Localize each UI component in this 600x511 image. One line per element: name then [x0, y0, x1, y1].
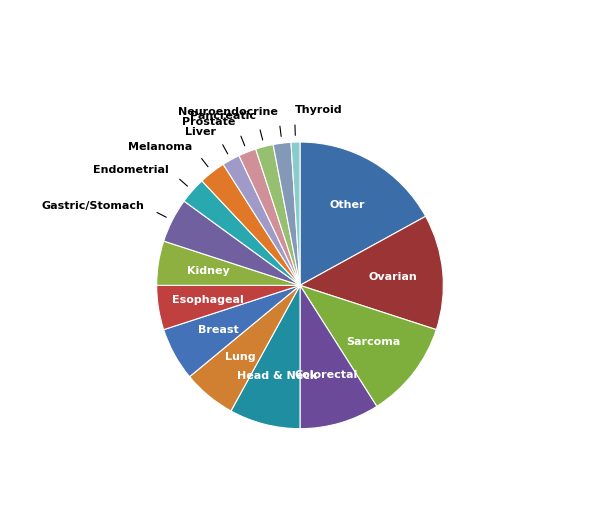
Wedge shape — [190, 285, 300, 411]
Text: Liver: Liver — [185, 127, 215, 137]
Wedge shape — [273, 142, 300, 285]
Text: Sarcoma: Sarcoma — [346, 337, 401, 347]
Text: Other: Other — [329, 200, 365, 210]
Text: Lung: Lung — [226, 352, 256, 362]
Wedge shape — [157, 241, 300, 285]
Wedge shape — [239, 149, 300, 285]
Text: Breast: Breast — [198, 325, 239, 335]
Wedge shape — [164, 285, 300, 377]
Wedge shape — [300, 285, 436, 406]
Wedge shape — [256, 145, 300, 285]
Text: Thyroid: Thyroid — [295, 105, 342, 115]
Wedge shape — [231, 285, 300, 429]
Wedge shape — [300, 285, 377, 429]
Text: Pancreatic: Pancreatic — [190, 111, 256, 121]
Text: Kidney: Kidney — [187, 266, 229, 276]
Text: Esophageal: Esophageal — [172, 295, 244, 305]
Text: Melanoma: Melanoma — [128, 142, 193, 152]
Text: Head & Neck: Head & Neck — [237, 370, 317, 381]
Wedge shape — [164, 201, 300, 285]
Text: Ovarian: Ovarian — [368, 271, 417, 282]
Text: Prostate: Prostate — [182, 118, 236, 127]
Wedge shape — [202, 165, 300, 285]
Text: Gastric/Stomach: Gastric/Stomach — [41, 201, 144, 211]
Wedge shape — [300, 216, 443, 330]
Wedge shape — [223, 156, 300, 285]
Wedge shape — [291, 142, 300, 285]
Text: Colorectal: Colorectal — [295, 370, 358, 380]
Text: Neuroendocrine: Neuroendocrine — [178, 107, 278, 117]
Wedge shape — [184, 181, 300, 285]
Wedge shape — [157, 285, 300, 330]
Wedge shape — [300, 142, 425, 285]
Text: Endometrial: Endometrial — [93, 165, 169, 175]
